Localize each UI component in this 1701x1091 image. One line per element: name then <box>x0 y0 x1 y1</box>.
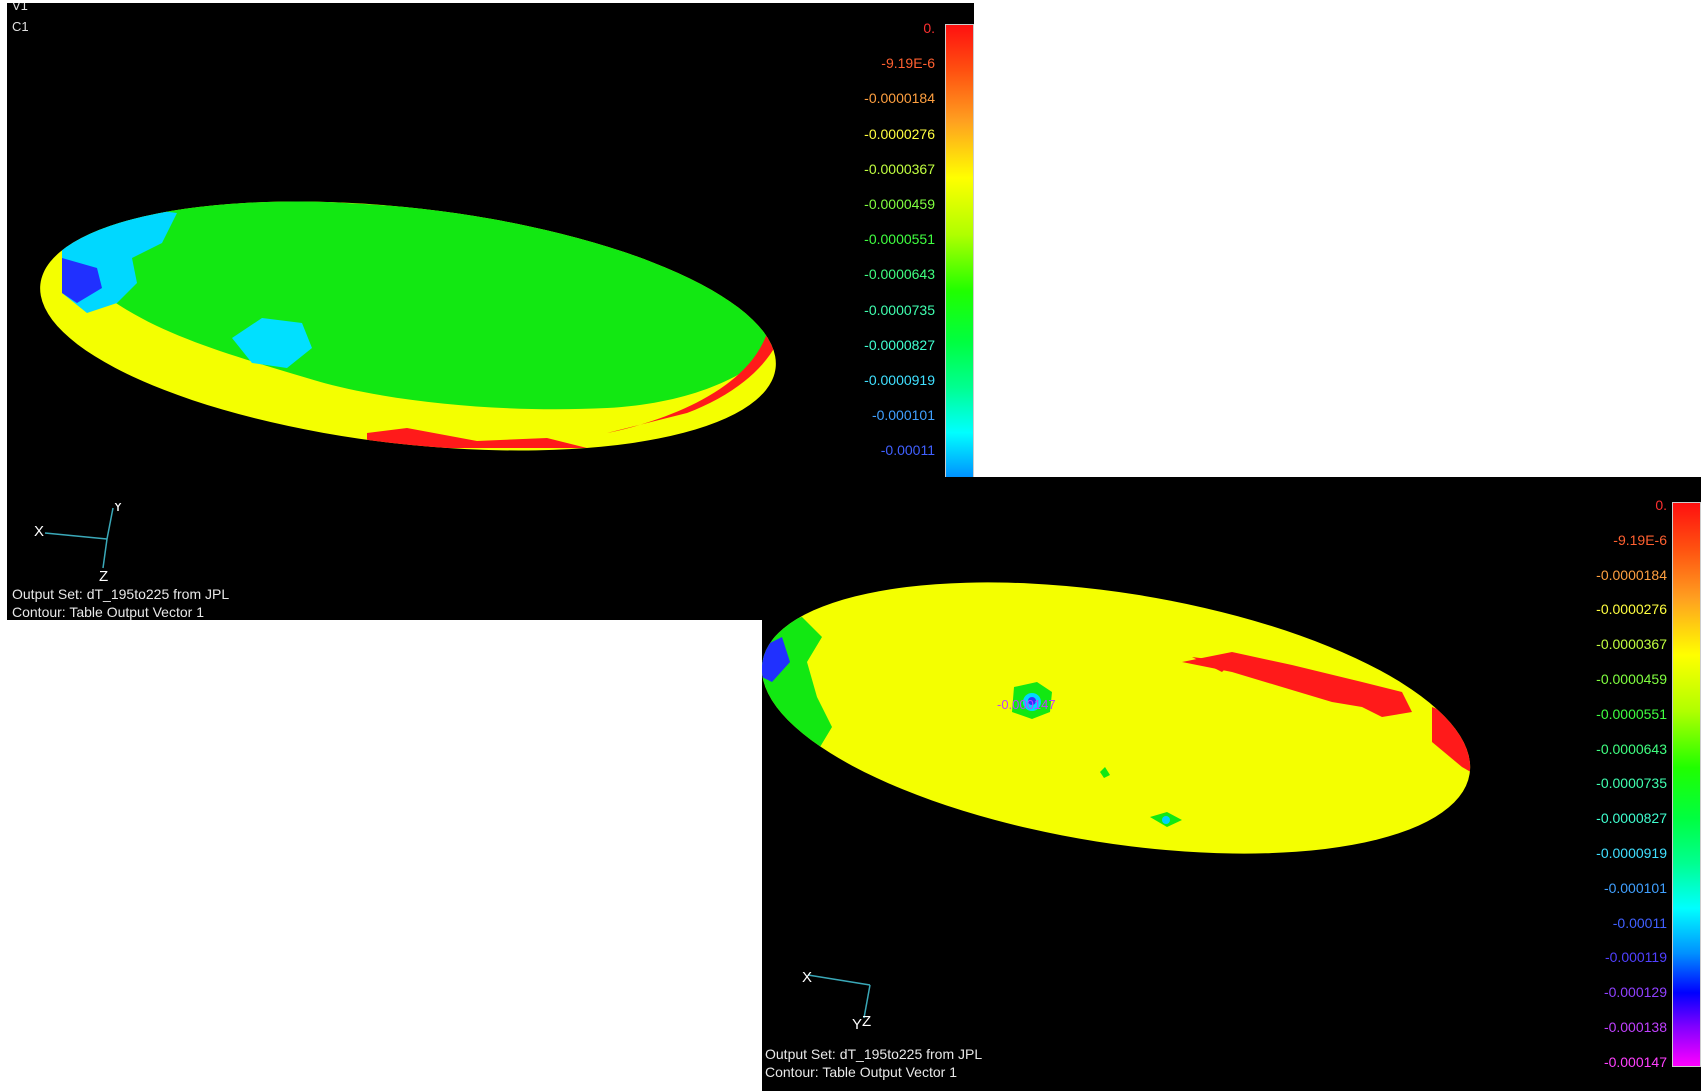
legend-label: -0.000101 <box>871 407 935 424</box>
legend-label: -0.0000184 <box>1596 566 1667 583</box>
legend-label: -0.0000551 <box>1596 705 1667 722</box>
contour-type-label: Contour: Table Output Vector 1 <box>12 604 204 620</box>
axis-y-label-b: Y <box>852 1016 862 1033</box>
legend-label: -0.0000184 <box>864 90 935 107</box>
legend-label: -0.000129 <box>1603 984 1667 1001</box>
legend-label: -0.0000735 <box>1596 775 1667 792</box>
legend-label: -0.0000459 <box>1596 671 1667 687</box>
legend-label: -0.00011 <box>880 442 935 459</box>
legend-label: -0.000119 <box>1604 949 1667 966</box>
contour-min-spot <box>1028 697 1036 705</box>
contour-plot-bottom: -0.000147 <box>762 557 1490 897</box>
contour-label: C1 <box>12 19 29 34</box>
contour-cyan-spot <box>232 318 312 368</box>
axis-x-label-b: X <box>802 969 812 986</box>
legend-label: -0.0000919 <box>1596 845 1667 861</box>
legend-label: -0.0000367 <box>1596 636 1667 653</box>
contour-green-region <box>67 199 787 410</box>
contour-blue-region <box>62 258 102 303</box>
legend-label: -9.19E-6 <box>881 55 935 72</box>
legend-label: -0.0000643 <box>864 266 935 283</box>
probe-value-label: -0.000147 <box>997 697 1056 712</box>
axis-z-label: Z <box>99 568 108 585</box>
axis-z-label-b: Z <box>862 1013 871 1030</box>
legend-label: -0.0000367 <box>864 160 935 177</box>
output-set-label: Output Set: dT_195to225 from JPL <box>12 586 230 602</box>
legend-label: -9.19E-6 <box>1613 531 1667 548</box>
legend-label: -0.0000643 <box>1596 740 1667 757</box>
legend-label: -0.0000459 <box>864 196 935 212</box>
model-viewport-top[interactable]: V1 C1 Y X Z Output Set: dT_195to225 from… <box>7 3 974 620</box>
contour-type-label-b: Contour: Table Output Vector 1 <box>765 1064 957 1080</box>
view-label: V1 <box>12 3 28 13</box>
axis-triad-top: Y X Z <box>34 503 123 585</box>
legend-label: -0.000101 <box>1603 879 1667 896</box>
contour-yellow-region-b <box>762 557 1490 897</box>
output-set-label-b: Output Set: dT_195to225 from JPL <box>765 1046 983 1062</box>
legend-label: -0.0000827 <box>864 336 935 353</box>
contour-blue-edge-b <box>762 637 790 682</box>
legend-label: -0.0000919 <box>864 372 935 388</box>
model-viewport-bottom[interactable]: -0.000147 X Y Z Output Set: dT_195to225 … <box>762 477 1701 1091</box>
legend-label: -0.0000551 <box>864 231 935 248</box>
legend-label: -0.00011 <box>1612 914 1667 931</box>
legend-label: -0.0000276 <box>864 125 935 142</box>
axis-y-label: Y <box>113 503 123 515</box>
legend-label: -0.0000735 <box>864 301 935 318</box>
legend-label: 0. <box>923 20 935 36</box>
legend-label: -0.000147 <box>1603 1053 1667 1070</box>
legend-label: -0.0000827 <box>1596 810 1667 827</box>
legend-label: -0.0000276 <box>1596 601 1667 618</box>
contour-plot-top <box>27 166 789 473</box>
legend-label: 0. <box>1655 497 1667 513</box>
contour-red-region-b1 <box>1182 652 1412 717</box>
color-legend-bar-b <box>1672 502 1701 1067</box>
legend-label: -0.000138 <box>1603 1019 1667 1035</box>
contour-red-edge-bottom <box>367 428 587 448</box>
color-legend-labels-b: 0. -9.19E-6 -0.0000184 -0.0000276 -0.0000367… <box>1557 497 1667 1077</box>
axis-triad-bottom: X Y Z <box>802 969 871 1033</box>
axis-x-label: X <box>34 523 44 540</box>
